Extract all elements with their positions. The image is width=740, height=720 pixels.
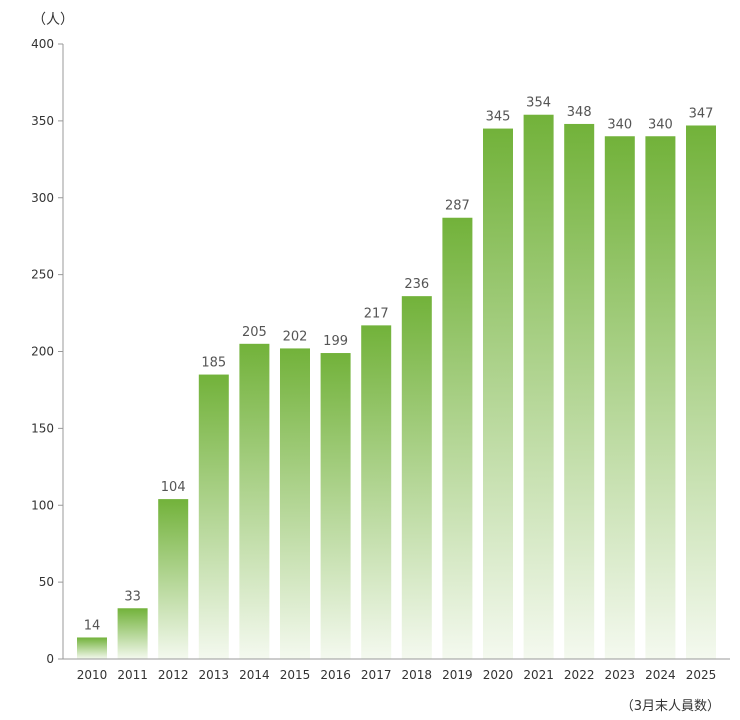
x-tick-label-2015: 2015 <box>280 668 311 682</box>
value-label-2014: 205 <box>242 325 267 340</box>
value-label-2025: 347 <box>689 106 714 121</box>
value-label-2018: 236 <box>404 277 429 292</box>
value-label-2022: 348 <box>567 105 592 120</box>
bar-2018 <box>401 296 432 659</box>
bar-2023 <box>604 136 635 659</box>
x-tick-label-2016: 2016 <box>320 668 351 682</box>
value-label-2019: 287 <box>445 199 470 214</box>
bars <box>77 114 716 660</box>
y-tick-label: 400 <box>31 37 54 51</box>
x-tick-label-2011: 2011 <box>117 668 148 682</box>
value-label-2010: 14 <box>84 618 101 633</box>
y-tick-label: 150 <box>31 421 54 435</box>
x-tick-label-2014: 2014 <box>239 668 270 682</box>
value-label-2011: 33 <box>124 589 141 604</box>
y-tick-label: 0 <box>46 652 54 666</box>
x-axis-ticks: 2010 2011 2012 2013 2014 2015 2016 2017 2018 2019… <box>77 668 717 682</box>
y-axis-unit-label: （人） <box>32 12 74 28</box>
y-tick-label: 100 <box>31 498 54 512</box>
value-label-2013: 185 <box>201 356 226 371</box>
value-label-2015: 202 <box>283 329 308 344</box>
bar-2024 <box>645 136 676 659</box>
x-tick-label-2012: 2012 <box>158 668 189 682</box>
y-tick-label: 350 <box>31 114 54 128</box>
x-tick-label-2021: 2021 <box>523 668 554 682</box>
value-label-2020: 345 <box>486 110 511 125</box>
x-tick-label-2025: 2025 <box>686 668 717 682</box>
x-tick-label-2022: 2022 <box>564 668 595 682</box>
value-label-2023: 340 <box>607 117 632 132</box>
x-tick-label-2019: 2019 <box>442 668 473 682</box>
y-tick-label: 300 <box>31 191 54 205</box>
bar-2020 <box>483 128 513 659</box>
value-label-2021: 354 <box>526 96 551 111</box>
bar-2013 <box>198 374 229 659</box>
value-label-2016: 199 <box>323 334 348 349</box>
x-tick-label-2013: 2013 <box>199 668 230 682</box>
value-labels: 14 33 104 185 205 202 199 217 236 287 345 354 348 340… <box>84 96 714 634</box>
x-tick-label-2018: 2018 <box>402 668 433 682</box>
bar-2022 <box>564 123 595 659</box>
bar-2021 <box>523 114 554 660</box>
bar-2016 <box>320 353 351 659</box>
bar-2014 <box>239 343 270 659</box>
x-tick-label-2024: 2024 <box>645 668 676 682</box>
value-label-2012: 104 <box>161 480 186 495</box>
y-tick-label: 250 <box>31 268 54 282</box>
bar-2017 <box>361 325 392 659</box>
x-tick-label-2017: 2017 <box>361 668 392 682</box>
y-tick-label: 50 <box>39 575 54 589</box>
bar-2010 <box>77 637 107 659</box>
chart-note: （3月末人員数） <box>621 699 720 714</box>
value-label-2017: 217 <box>364 306 389 321</box>
x-tick-label-2023: 2023 <box>605 668 636 682</box>
bar-2025 <box>686 125 716 660</box>
bar-2015 <box>280 348 310 659</box>
y-tick-label: 200 <box>31 345 54 359</box>
bar-2019 <box>442 217 473 660</box>
bar-2012 <box>158 499 189 659</box>
bar-2011 <box>117 608 148 659</box>
x-tick-label-2010: 2010 <box>77 668 108 682</box>
value-label-2024: 340 <box>648 117 673 132</box>
x-tick-label-2020: 2020 <box>483 668 514 682</box>
y-axis-ticks: 0 50 100 150 200 250 300 350 400 <box>31 37 63 666</box>
